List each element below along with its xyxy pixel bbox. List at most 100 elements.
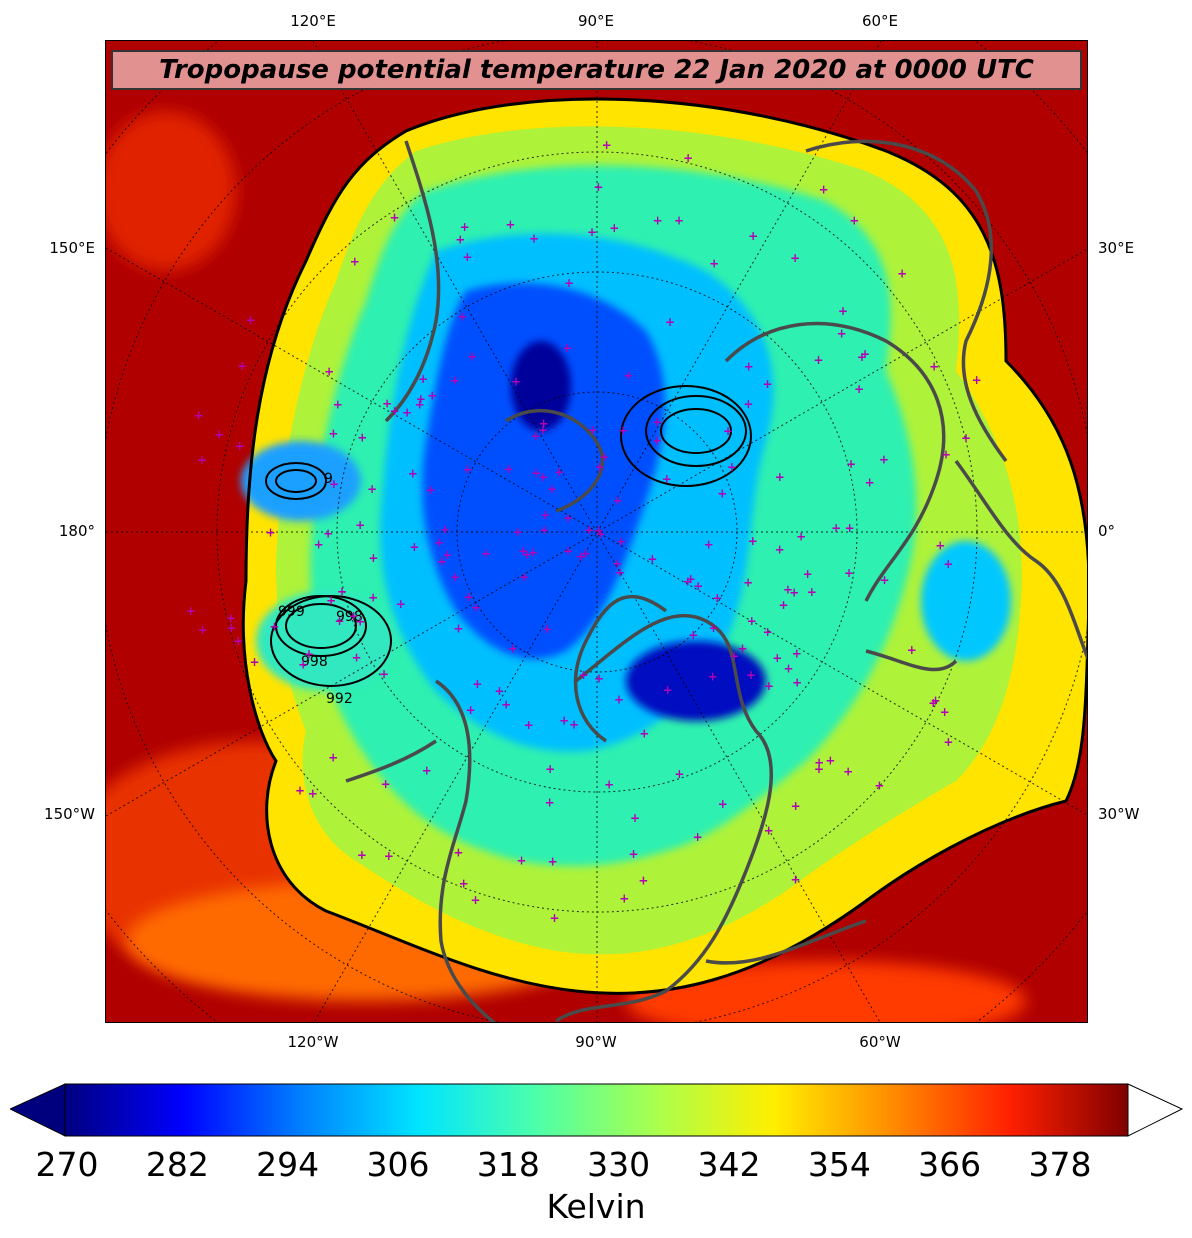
station-marker: + <box>941 448 951 462</box>
station-marker: + <box>674 767 684 781</box>
station-marker: + <box>831 521 841 535</box>
station-marker: + <box>549 911 559 925</box>
station-marker: + <box>457 309 467 323</box>
station-marker: + <box>462 250 472 264</box>
station-marker: + <box>584 523 594 537</box>
station-marker: + <box>416 392 426 406</box>
station-marker: + <box>748 534 758 548</box>
station-marker: + <box>879 453 889 467</box>
station-marker: + <box>295 783 305 797</box>
station-marker: + <box>389 211 399 225</box>
station-marker: + <box>581 546 591 560</box>
colorbar-max-extension <box>1127 1083 1184 1137</box>
colorbar-min-extension <box>10 1083 66 1137</box>
station-marker: + <box>415 398 425 412</box>
station-marker: + <box>326 594 336 608</box>
coast-siberia-east <box>384 140 441 423</box>
station-marker: + <box>653 213 663 227</box>
coast-europe-west <box>954 459 1087 661</box>
low-greenland-contour-3 <box>620 385 752 487</box>
meridian-120e-60w <box>312 41 881 1022</box>
station-marker: + <box>718 797 728 811</box>
station-marker: + <box>548 854 558 868</box>
station-marker: + <box>940 705 950 719</box>
colorbar-tick-label: 282 <box>145 1145 209 1184</box>
station-marker: + <box>845 521 855 535</box>
station-marker: + <box>860 347 870 361</box>
parallel-70n <box>456 391 738 673</box>
station-marker: + <box>599 450 609 464</box>
station-marker: + <box>613 494 623 508</box>
station-marker: + <box>329 477 339 491</box>
colorbar-tick-label: 270 <box>35 1145 99 1184</box>
station-marker: + <box>727 460 737 474</box>
station-marker: + <box>789 585 799 599</box>
station-marker: + <box>704 538 714 552</box>
station-marker: + <box>539 523 549 537</box>
station-marker: + <box>233 634 243 648</box>
station-marker: + <box>501 697 511 711</box>
station-marker: + <box>639 727 649 741</box>
station-marker: + <box>792 646 802 660</box>
station-marker: + <box>197 623 207 637</box>
station-marker: + <box>935 539 945 553</box>
station-marker: + <box>226 611 236 625</box>
station-marker: + <box>334 614 344 628</box>
station-marker: + <box>337 584 347 598</box>
station-marker: + <box>368 590 378 604</box>
station-marker: + <box>652 434 662 448</box>
coast-caribbean <box>705 919 867 965</box>
colorbar-label: Kelvin <box>546 1187 646 1226</box>
station-marker: + <box>618 424 628 438</box>
lon-label-right-1: 30°E <box>1098 239 1135 257</box>
station-marker: + <box>744 359 754 373</box>
station-marker: + <box>357 848 367 862</box>
station-marker: + <box>764 823 774 837</box>
station-marker: + <box>455 232 465 246</box>
station-marker: + <box>450 570 460 584</box>
station-marker: + <box>314 537 324 551</box>
station-marker: + <box>355 615 365 629</box>
lon-label-top-3: 60°E <box>861 12 899 30</box>
station-marker: + <box>463 590 473 604</box>
station-marker: + <box>747 614 757 628</box>
station-marker: + <box>459 877 469 891</box>
station-marker: + <box>529 231 539 245</box>
station-marker: + <box>505 218 515 232</box>
station-marker: + <box>961 431 971 445</box>
station-marker: + <box>538 470 548 484</box>
station-marker: + <box>686 572 696 586</box>
station-marker: + <box>522 547 532 561</box>
lon-label-bottom-3: 60°W <box>859 1033 901 1051</box>
station-marker: + <box>652 415 662 429</box>
colorbar-tick-label: 318 <box>476 1145 540 1184</box>
station-marker: + <box>563 544 573 558</box>
station-marker: + <box>381 777 391 791</box>
station-marker: + <box>547 482 557 496</box>
station-marker: + <box>508 641 518 655</box>
cold-core-east <box>626 641 766 721</box>
station-marker: + <box>539 417 549 431</box>
station-marker: + <box>481 547 491 561</box>
station-marker: + <box>554 465 564 479</box>
pressure-contours <box>265 385 752 687</box>
coast-arctic-islands <box>505 408 605 513</box>
station-marker: + <box>249 655 259 669</box>
station-marker: + <box>578 668 588 682</box>
coast-hudson-bay <box>573 594 668 743</box>
low-pacific-contour-3 <box>270 595 392 687</box>
station-marker: + <box>813 353 823 367</box>
station-marker: + <box>762 377 772 391</box>
station-marker: + <box>545 796 555 810</box>
station-marker: + <box>559 714 569 728</box>
station-marker: + <box>587 225 597 239</box>
station-marker: + <box>819 183 829 197</box>
station-marker: + <box>186 604 196 618</box>
station-marker: + <box>594 524 604 538</box>
parallel-60n <box>336 271 858 793</box>
station-marker: + <box>545 762 555 776</box>
station-marker: + <box>442 548 452 562</box>
station-marker: + <box>390 404 400 418</box>
station-marker: + <box>907 643 917 657</box>
low-bering-contour-2 <box>275 469 317 493</box>
